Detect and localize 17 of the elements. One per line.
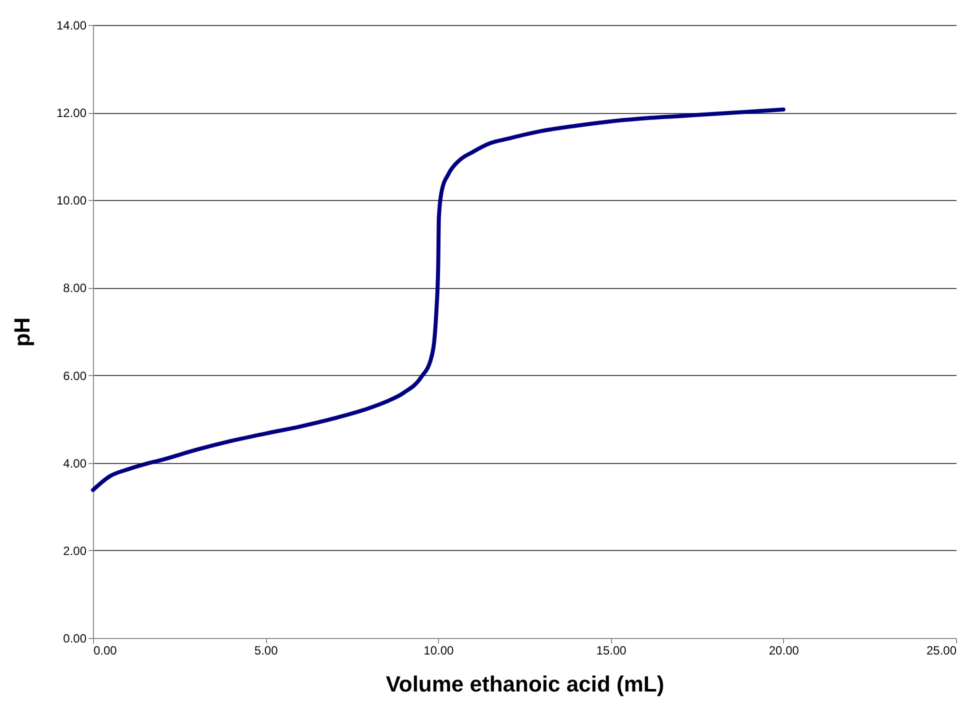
x-tick-label: 20.00 <box>768 644 800 658</box>
x-axis-title: Volume ethanoic acid (mL) <box>386 672 664 696</box>
y-tick-label: 0.00 <box>63 632 87 646</box>
y-tick-label: 4.00 <box>63 456 87 470</box>
x-tick-label: 0.00 <box>94 644 118 658</box>
y-tick-label: 2.00 <box>63 544 87 558</box>
x-tick-label: 10.00 <box>424 644 454 658</box>
x-tick-label: 5.00 <box>254 644 278 658</box>
y-axis-title: pH <box>9 317 34 347</box>
x-tick-label: 25.00 <box>926 644 957 658</box>
y-tick-label: 8.00 <box>63 281 87 296</box>
y-tick-label: 14.00 <box>56 18 87 32</box>
y-tick-label: 10.00 <box>56 194 87 208</box>
line-series <box>91 108 786 492</box>
y-tick-label: 12.00 <box>56 106 87 120</box>
y-tick-label: 6.00 <box>63 368 87 383</box>
x-tick-label: 15.00 <box>596 644 627 658</box>
